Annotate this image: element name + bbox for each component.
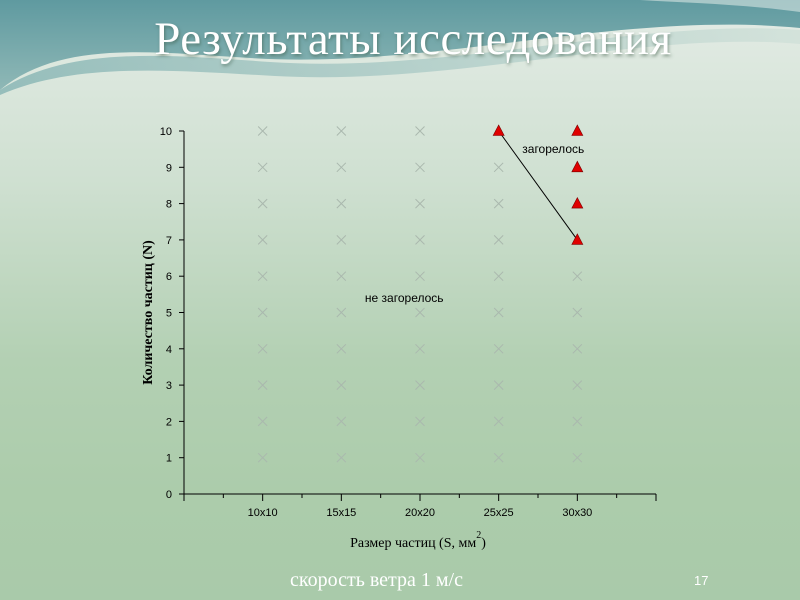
chart-points: [257, 124, 584, 463]
x-tick-label: 15x15: [326, 507, 356, 519]
y-tick-label: 1: [166, 453, 172, 465]
y-tick-label: 10: [160, 126, 172, 138]
not-ignited-point: [415, 198, 425, 209]
not-ignited-point: [336, 198, 347, 209]
not-ignited-point: [415, 343, 425, 354]
x-tick-label: 20x20: [405, 507, 435, 519]
not-ignited-point: [257, 452, 268, 463]
not-ignited-point: [415, 162, 425, 173]
not-ignited-point: [415, 307, 425, 318]
not-ignited-point: [336, 126, 347, 136]
not-ignited-point: [415, 235, 425, 245]
not-ignited-point: [415, 452, 425, 463]
x-tick-label: 10x10: [248, 507, 278, 519]
not-ignited-point: [572, 380, 583, 390]
not-ignited-point: [336, 162, 347, 173]
y-tick-label: 5: [166, 308, 172, 320]
not-ignited-point: [493, 307, 504, 318]
not-ignited-point: [572, 416, 583, 427]
not-ignited-point: [257, 126, 268, 136]
not-ignited-point: [257, 162, 268, 173]
ignited-point: [571, 160, 584, 173]
y-tick-label: 0: [166, 489, 172, 501]
not-ignited-point: [257, 307, 268, 318]
y-tick-label: 7: [166, 235, 172, 247]
y-tick-label: 6: [166, 271, 172, 283]
not-ignited-point: [257, 343, 268, 354]
not-ignited-point: [336, 452, 347, 463]
not-ignited-point: [493, 235, 504, 245]
not-ignited-point: [336, 235, 347, 245]
boundary-line: [498, 130, 578, 241]
slide-title: Результаты исследования: [154, 13, 672, 65]
not-ignited-point: [572, 452, 583, 463]
header-decoration: [0, 0, 800, 95]
not-ignited-point: [336, 271, 347, 282]
ignited-point: [571, 196, 584, 209]
not-ignited-point: [493, 380, 504, 390]
not-ignited-point: [336, 343, 347, 354]
not-ignited-point: [257, 271, 268, 282]
not-ignited-point: [257, 416, 268, 427]
annotation-ignited: загорелось: [522, 142, 584, 156]
not-ignited-point: [415, 126, 425, 136]
ignited-point: [571, 124, 584, 136]
y-tick-label: 2: [166, 416, 172, 428]
not-ignited-point: [257, 198, 268, 209]
ignited-point: [571, 233, 584, 245]
not-ignited-point: [493, 162, 504, 173]
not-ignited-point: [415, 380, 425, 390]
not-ignited-point: [257, 380, 268, 390]
not-ignited-point: [493, 452, 504, 463]
not-ignited-point: [336, 307, 347, 318]
not-ignited-point: [493, 271, 504, 282]
chart-labels: загорелось не загорелось: [365, 142, 584, 305]
not-ignited-point: [572, 307, 583, 318]
not-ignited-point: [493, 416, 504, 427]
not-ignited-point: [493, 343, 504, 354]
x-axis-title: Размер частиц (S, мм2): [350, 530, 486, 551]
y-tick-label: 9: [166, 162, 172, 174]
y-tick-label: 8: [166, 199, 172, 211]
chart-axes: 0 1 2 3 4 5 6 7 8 9 10 10x10 15x15 20x20 25x25 30x30 Раз…: [141, 126, 657, 551]
not-ignited-point: [572, 271, 583, 282]
footer-text: скорость ветра 1 м/с: [290, 569, 463, 591]
y-tick-label: 3: [166, 380, 172, 392]
ignited-point: [492, 124, 505, 136]
not-ignited-point: [415, 271, 425, 282]
x-tick-label: 25x25: [484, 507, 514, 519]
not-ignited-point: [415, 416, 425, 427]
not-ignited-point: [336, 416, 347, 427]
y-axis-title: Количество частиц (N): [141, 240, 156, 385]
not-ignited-point: [257, 235, 268, 245]
annotation-not-ignited: не загорелось: [365, 291, 444, 305]
y-tick-label: 4: [166, 344, 172, 356]
slide-number: 17: [694, 573, 709, 588]
not-ignited-point: [336, 380, 347, 390]
not-ignited-point: [572, 343, 583, 354]
x-tick-label: 30x30: [562, 507, 592, 519]
not-ignited-point: [493, 198, 504, 209]
